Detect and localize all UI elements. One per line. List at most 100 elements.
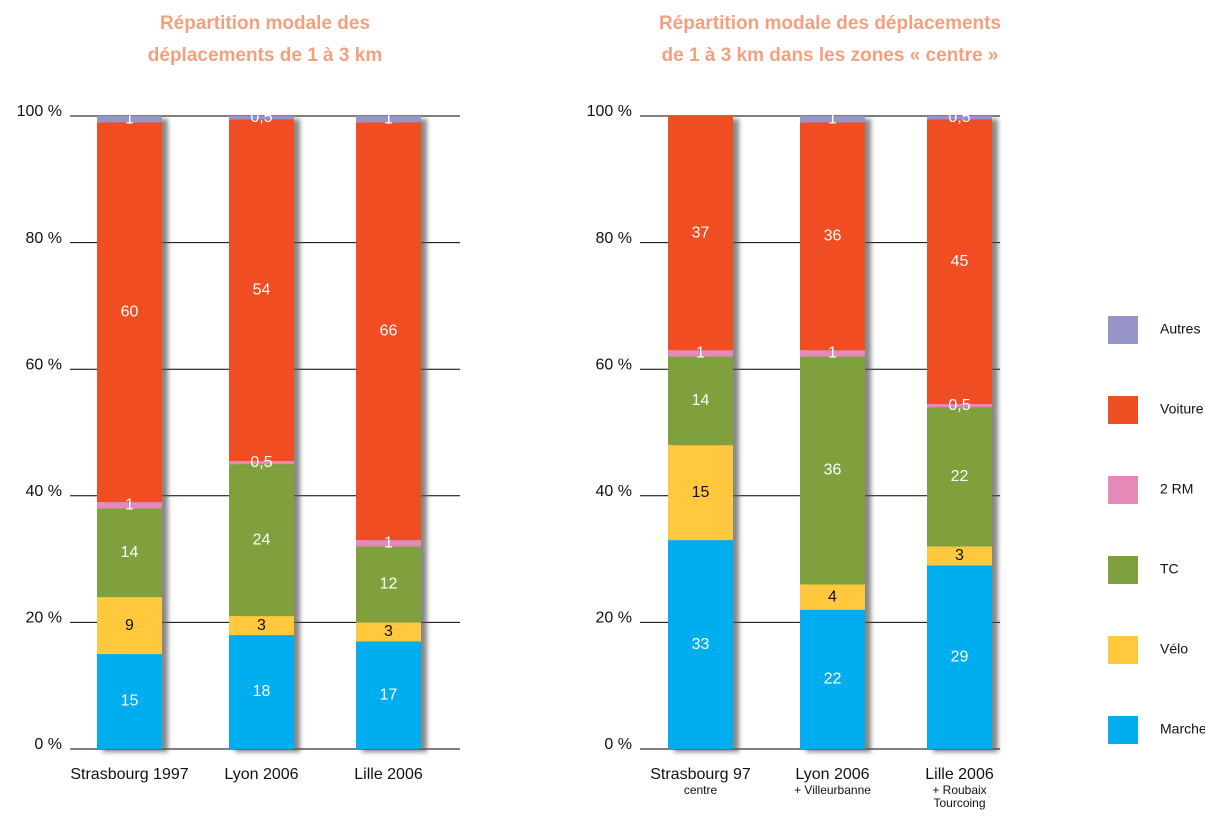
bar-segment — [229, 119, 294, 461]
bar-segment — [229, 635, 294, 749]
data-label: 37 — [692, 224, 710, 241]
data-label: 14 — [692, 392, 710, 409]
bar-segment — [668, 356, 733, 446]
legend-swatch — [1108, 476, 1138, 504]
data-label: 29 — [951, 648, 969, 665]
legend-swatch — [1108, 556, 1138, 584]
bar-segment — [356, 622, 421, 642]
bar-segment — [97, 122, 162, 503]
bar-segment — [356, 641, 421, 749]
data-label: 1 — [828, 345, 837, 362]
bar-segment — [668, 540, 733, 749]
x-tick-label: Strasbourg 1997 — [70, 766, 188, 783]
data-label: 9 — [125, 617, 134, 634]
bar-segment — [800, 122, 865, 351]
bar-segment — [97, 654, 162, 749]
x-tick-label: Strasbourg 97 — [650, 766, 751, 783]
bar-stack — [229, 116, 294, 749]
data-label: 1 — [384, 534, 393, 551]
bar-segment — [800, 116, 865, 123]
legend-label: Voiture — [1160, 401, 1204, 417]
x-tick-label: Lille 2006 — [354, 766, 423, 783]
legend-swatch — [1108, 716, 1138, 744]
data-label: 12 — [380, 576, 398, 593]
bar-segment — [800, 350, 865, 357]
data-label: 3 — [257, 617, 266, 634]
legend-swatch — [1108, 636, 1138, 664]
data-label: 0,5 — [948, 397, 970, 414]
bar-segment — [927, 116, 992, 120]
bar-segment — [927, 119, 992, 405]
data-label: 1 — [125, 497, 134, 514]
data-label: 18 — [253, 683, 271, 700]
bar-segment — [356, 122, 421, 541]
bar-segment — [668, 350, 733, 357]
bar-segment — [97, 508, 162, 598]
data-label: 36 — [824, 227, 842, 244]
bar-segment — [97, 597, 162, 655]
data-label: 1 — [384, 110, 393, 127]
bar-segment — [927, 404, 992, 408]
bar-segment — [927, 546, 992, 566]
chart-title: Répartition modale des déplacements — [659, 13, 1001, 34]
bar-stack — [97, 116, 162, 749]
x-tick-sublabel: centre — [684, 783, 718, 797]
data-label: 45 — [951, 253, 969, 270]
y-tick-label: 80 % — [26, 230, 62, 247]
x-tick-label: Lyon 2006 — [795, 766, 869, 783]
legend-label: Vélo — [1160, 641, 1188, 657]
legend-label: Marche — [1160, 721, 1205, 737]
data-label: 33 — [692, 636, 710, 653]
y-tick-label: 20 % — [596, 610, 632, 627]
bar-segment — [229, 116, 294, 120]
data-label: 54 — [253, 281, 271, 298]
bar-segment — [668, 116, 733, 351]
data-label: 22 — [951, 468, 969, 485]
y-tick-label: 60 % — [596, 356, 632, 373]
y-tick-label: 0 % — [604, 736, 632, 753]
bar-segment — [356, 546, 421, 623]
y-tick-label: 100 % — [17, 103, 62, 120]
bar-segment — [356, 540, 421, 547]
data-label: 66 — [380, 322, 398, 339]
data-label: 3 — [384, 623, 393, 640]
x-tick-sublabel: + Villeurbanne — [794, 783, 871, 797]
y-tick-label: 20 % — [26, 610, 62, 627]
data-label: 36 — [824, 462, 842, 479]
data-label: 60 — [121, 303, 139, 320]
data-label: 22 — [824, 671, 842, 688]
x-tick-label: Lille 2006 — [925, 766, 994, 783]
bar-segment — [927, 407, 992, 547]
data-label: 0,5 — [948, 109, 970, 126]
data-label: 15 — [692, 484, 710, 501]
bar-segment — [927, 565, 992, 749]
bar-segment — [97, 502, 162, 509]
bar-segment — [229, 464, 294, 617]
y-tick-label: 0 % — [34, 736, 62, 753]
bar-stack — [927, 116, 992, 749]
bar-segment — [800, 609, 865, 749]
data-label: 1 — [696, 345, 705, 362]
legend-label: 2 RM — [1160, 481, 1193, 497]
bar-segment — [800, 584, 865, 610]
data-label: 4 — [828, 588, 837, 605]
data-label: 14 — [121, 544, 139, 561]
bar-segment — [800, 356, 865, 585]
data-label: 3 — [955, 547, 964, 564]
bar-stack — [668, 116, 733, 749]
data-label: 1 — [125, 110, 134, 127]
x-tick-label: Lyon 2006 — [224, 766, 298, 783]
chart-title: de 1 à 3 km dans les zones « centre » — [662, 45, 999, 66]
y-tick-label: 80 % — [596, 230, 632, 247]
bar-segment — [229, 460, 294, 465]
data-label: 0,5 — [250, 109, 272, 126]
chart-title: Répartition modale des — [160, 13, 370, 34]
legend-label: Autres — [1160, 321, 1200, 337]
bar-segment — [229, 616, 294, 636]
x-tick-sublabel: + Roubaix — [932, 783, 986, 797]
bar-segment — [356, 116, 421, 123]
y-tick-label: 40 % — [26, 483, 62, 500]
bar-stack — [356, 116, 421, 749]
data-label: 17 — [380, 686, 398, 703]
